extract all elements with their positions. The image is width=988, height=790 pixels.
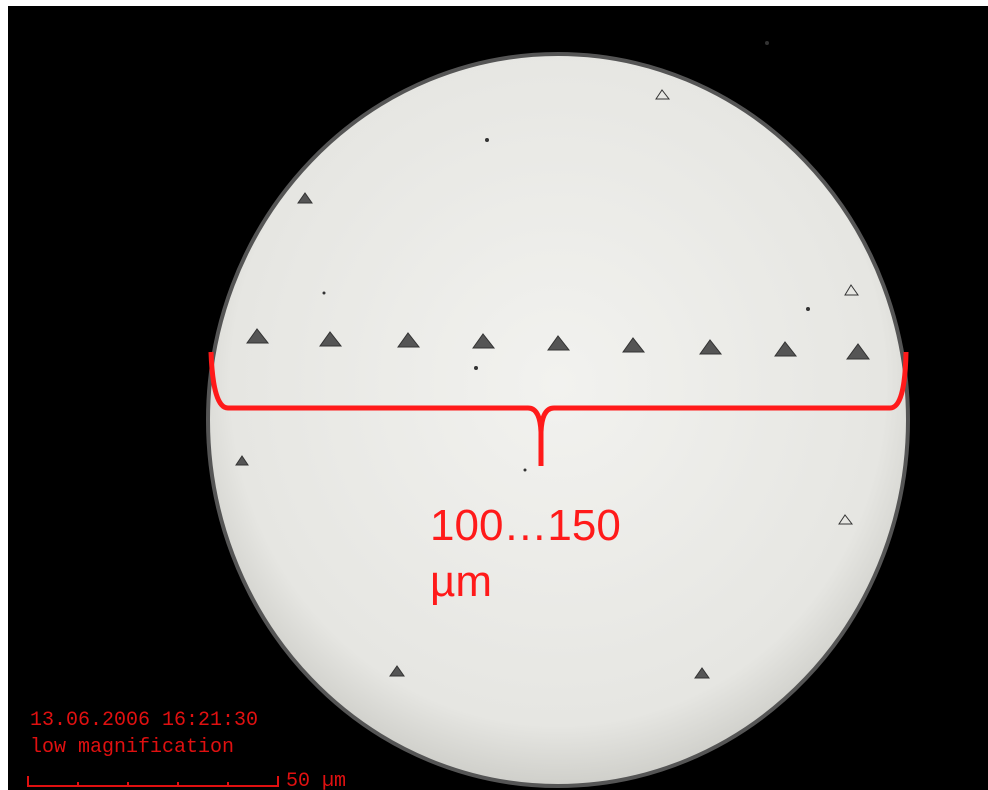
speck bbox=[765, 41, 769, 45]
timestamp: 13.06.2006 16:21:30 bbox=[30, 709, 258, 732]
speck bbox=[323, 292, 326, 295]
fiber-face bbox=[208, 54, 908, 786]
mode-label: low magnification bbox=[30, 736, 234, 759]
page: 100…150 µm 13.06.2006 16:21:30 low magni… bbox=[0, 0, 988, 790]
speck bbox=[806, 307, 810, 311]
micrograph: 100…150 µm 13.06.2006 16:21:30 low magni… bbox=[0, 0, 988, 790]
range-label: 100…150 bbox=[430, 501, 621, 550]
speck bbox=[485, 138, 489, 142]
speck bbox=[474, 366, 478, 370]
range-unit: µm bbox=[430, 557, 492, 606]
scale-label: 50 µm bbox=[286, 770, 346, 790]
speck bbox=[524, 469, 527, 472]
